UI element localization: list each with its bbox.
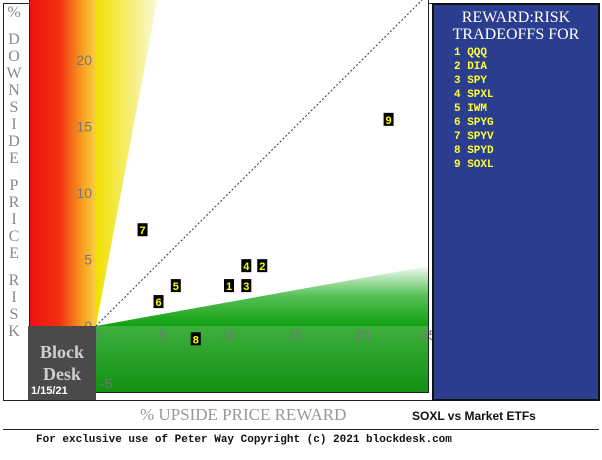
y-axis-title-char: D (8, 133, 20, 150)
data-point-marker (153, 295, 164, 309)
bottom-tick-label: -5 (100, 376, 113, 392)
y-axis-title-char: R (8, 194, 20, 211)
y-axis-title-char: O (8, 48, 20, 65)
legend-panel: REWARD:RISK TRADEOFFS FOR 1 QQQ 2 DIA 3 SP… (432, 3, 600, 401)
legend-item: 7 SPYV (454, 131, 494, 143)
y-axis-title-char: S (9, 99, 19, 116)
data-point-marker (137, 223, 148, 237)
y-axis-title-char: N (8, 82, 20, 99)
x-tick-label: 10 (221, 327, 237, 343)
brand-line-2: Desk (42, 364, 81, 384)
legend-title-line-1: REWARD:RISK (461, 9, 571, 26)
x-tick-label: 0 (92, 327, 100, 343)
x-tick-label: 5 (159, 327, 167, 343)
data-point-marker (170, 279, 181, 293)
caution-zone (96, 0, 158, 326)
data-point-marker (241, 279, 252, 293)
high-risk-zone (29, 0, 96, 326)
low-risk-band (96, 326, 429, 393)
legend-item: 9 SOXL (454, 159, 494, 171)
data-point-label: 6 (155, 297, 161, 309)
y-axis-title-char: E (9, 150, 19, 167)
y-axis-title-char: W (6, 65, 22, 82)
legend-item: 6 SPYG (454, 117, 494, 129)
x-tick-label: 20 (354, 327, 370, 343)
data-point-label: 2 (259, 261, 265, 273)
chart-subtitle: SOXL vs Market ETFs (412, 409, 536, 423)
data-point-marker (257, 259, 268, 273)
blockdesk-logo: Block Desk 1/15/21 (28, 326, 96, 400)
data-point-label: 7 (139, 225, 145, 237)
y-tick-label: 20 (76, 52, 92, 68)
data-point-label: 8 (193, 334, 199, 346)
y-tick-label: 25 (76, 0, 92, 2)
data-point-label: 5 (173, 281, 179, 293)
data-point-marker (241, 259, 252, 273)
y-tick-label: 10 (76, 185, 92, 201)
legend-item: 8 SPYD (454, 145, 494, 157)
y-axis-title-char: E (9, 245, 19, 262)
brand-line-1: Block (39, 342, 84, 362)
data-point-marker (224, 279, 234, 293)
data-point-label: 3 (243, 281, 249, 293)
legend-item: 1 QQQ (454, 47, 488, 59)
y-axis-title-char: I (11, 289, 17, 306)
chart-date: 1/15/21 (31, 385, 68, 397)
y-axis-title-char: D (8, 31, 20, 48)
y-axis-title-char: S (9, 306, 19, 323)
data-point-marker (190, 332, 201, 346)
x-tick-label: 15 (288, 327, 304, 343)
legend-item: 3 SPY (454, 75, 488, 87)
data-point-marker (383, 112, 394, 126)
footer-divider (3, 429, 599, 430)
y-axis-title-char: P (9, 177, 19, 194)
y-axis-title-char: I (11, 116, 17, 133)
legend-item: 4 SPXL (454, 89, 494, 101)
y-axis-title-char: K (8, 323, 20, 340)
y-axis-title-char: R (8, 272, 20, 289)
y-axis-title-char: C (8, 228, 20, 245)
data-point-label: 4 (243, 261, 250, 273)
y-axis-title-char: % (7, 4, 21, 21)
copyright-footer: For exclusive use of Peter Way Copyright… (36, 434, 452, 446)
y-axis-title-char: I (11, 211, 17, 228)
y-tick-label: 5 (84, 252, 92, 268)
data-point-label: 9 (386, 115, 392, 127)
legend-title-line-2: TRADEOFFS FOR (452, 26, 580, 43)
legend-item: 5 IWM (454, 103, 488, 115)
data-point-label: 1 (226, 281, 232, 293)
favorable-zone (96, 266, 429, 326)
x-axis-title: % UPSIDE PRICE REWARD (140, 405, 347, 424)
legend-item: 2 DIA (454, 61, 488, 73)
plot-border (29, 0, 429, 393)
y-tick-label: 15 (76, 119, 92, 135)
